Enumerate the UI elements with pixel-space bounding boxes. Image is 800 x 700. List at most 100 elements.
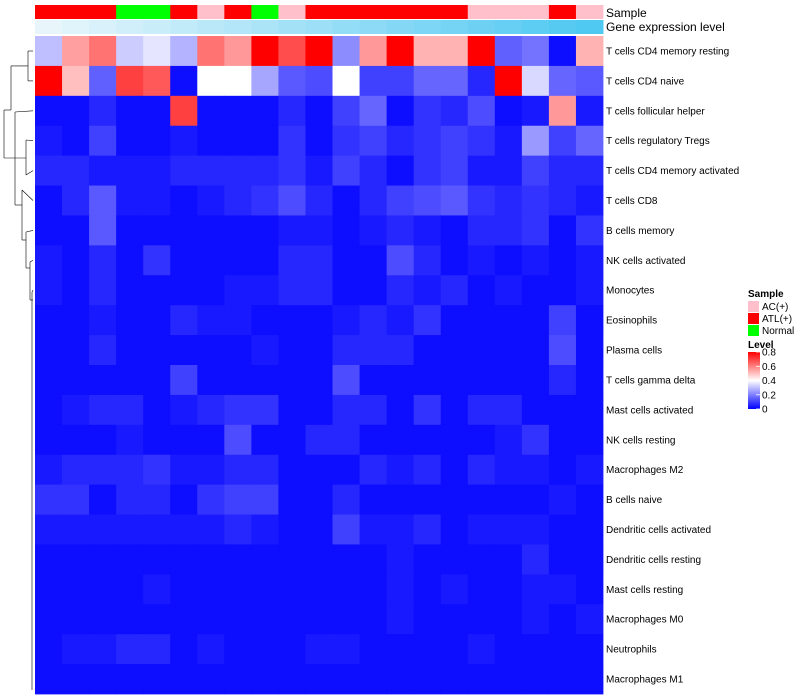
heatmap-cell: [359, 335, 388, 366]
row-label: Dendritic cells activated: [606, 525, 711, 536]
heatmap-cell: [440, 604, 469, 635]
heatmap-cell: [62, 664, 90, 695]
heatmap-cell: [143, 365, 171, 396]
heatmap-cell: [494, 275, 523, 306]
heatmap-cell: [413, 305, 442, 336]
heatmap-cell: [413, 275, 442, 306]
heatmap-cell: [35, 65, 63, 97]
heatmap-cell: [305, 185, 333, 216]
heatmap-cell: [440, 634, 469, 665]
heatmap-cell: [89, 185, 117, 216]
heatmap-cell: [494, 36, 523, 67]
heatmap-cell: [386, 155, 415, 186]
heatmap-cell: [278, 245, 306, 276]
heatmap-cell: [251, 664, 279, 695]
heatmap-cell: [116, 484, 144, 515]
heatmap-cell: [278, 275, 306, 306]
heatmap-cell: [278, 574, 306, 605]
heatmap-cell: [413, 454, 442, 486]
heatmap-cell: [575, 604, 604, 635]
heatmap-cell: [305, 634, 333, 665]
heatmap-cell: [197, 454, 225, 486]
sample-annotation-label: Sample: [606, 6, 647, 20]
heatmap-cell: [62, 155, 90, 186]
heatmap-cell: [143, 155, 171, 186]
heatmap-cell: [197, 664, 225, 695]
heatmap-cell: [440, 125, 469, 157]
row-label: Macrophages M1: [606, 675, 684, 686]
heatmap-cell: [440, 95, 469, 127]
heatmap-cell: [440, 36, 469, 67]
heatmap-cell: [116, 245, 144, 276]
heatmap-cell: [89, 305, 117, 336]
gene-expression-annotation-cell: [143, 20, 171, 34]
heatmap-cell: [575, 215, 604, 246]
heatmap-cell: [89, 275, 117, 306]
heatmap-cell: [224, 125, 252, 157]
row-labels: T cells CD4 memory resting T cells CD4 na…: [606, 47, 739, 686]
heatmap-cell: [521, 365, 550, 396]
heatmap-cell: [440, 544, 469, 575]
heatmap-cell: [62, 245, 90, 276]
heatmap-cell: [62, 454, 90, 486]
sample-legend-swatch: [748, 301, 759, 312]
sample-legend-title: Sample: [748, 289, 784, 300]
heatmap-cell: [143, 394, 171, 426]
heatmap-cell: [197, 215, 225, 246]
heatmap-cell: [359, 36, 388, 67]
heatmap-cell: [494, 664, 523, 695]
sample-legend-swatch: [748, 313, 759, 324]
heatmap-cell: [332, 245, 360, 276]
heatmap-cell: [170, 125, 198, 157]
sample-annotation-cell: [62, 5, 90, 19]
heatmap-cell: [521, 245, 550, 276]
heatmap-cell: [251, 36, 279, 67]
heatmap-cell: [575, 305, 604, 336]
heatmap-cell: [494, 394, 523, 426]
row-label: Eosinophils: [606, 316, 657, 327]
heatmap-cell: [251, 65, 279, 97]
heatmap-cell: [575, 424, 604, 456]
heatmap-cell: [116, 335, 144, 366]
heatmap-cell: [89, 215, 117, 246]
heatmap-cell: [467, 95, 496, 127]
heatmap-cell: [521, 185, 550, 216]
heatmap-cell: [494, 365, 523, 396]
heatmap-cell: [386, 185, 415, 216]
heatmap-cell: [548, 574, 577, 605]
heatmap-cell: [197, 634, 225, 665]
sample-annotation-cell: [278, 5, 306, 19]
heatmap-cell: [332, 454, 360, 486]
heatmap-cell: [359, 574, 388, 605]
heatmap-cell: [278, 454, 306, 486]
heatmap-cell: [386, 424, 415, 456]
heatmap-cell: [224, 365, 252, 396]
heatmap-cell: [251, 544, 279, 575]
heatmap-cell: [332, 664, 360, 695]
heatmap-cell: [548, 335, 577, 366]
heatmap-cell: [548, 275, 577, 306]
level-legend-title: Level: [748, 340, 774, 351]
heatmap-cell: [548, 125, 577, 157]
heatmap-cell: [170, 155, 198, 186]
heatmap-cell: [278, 484, 306, 515]
heatmap-cell: [386, 454, 415, 486]
heatmap-cell: [413, 424, 442, 456]
row-label: Macrophages M2: [606, 465, 684, 476]
sample-annotation-cell: [35, 5, 63, 19]
heatmap-cell: [359, 155, 388, 186]
heatmap-cell: [143, 65, 171, 97]
heatmap-cell: [494, 215, 523, 246]
sample-annotation-cell: [89, 5, 117, 19]
heatmap-cell: [548, 365, 577, 396]
heatmap-cell: [35, 215, 63, 246]
sample-annotation-cell: [197, 5, 225, 19]
heatmap-cell: [224, 155, 252, 186]
heatmap-cell: [197, 335, 225, 366]
heatmap-cell: [575, 574, 604, 605]
gene-expression-annotation-cell: [62, 20, 90, 34]
heatmap-cell: [467, 245, 496, 276]
heatmap-cell: [440, 185, 469, 216]
sample-annotation-cell: [548, 5, 577, 19]
